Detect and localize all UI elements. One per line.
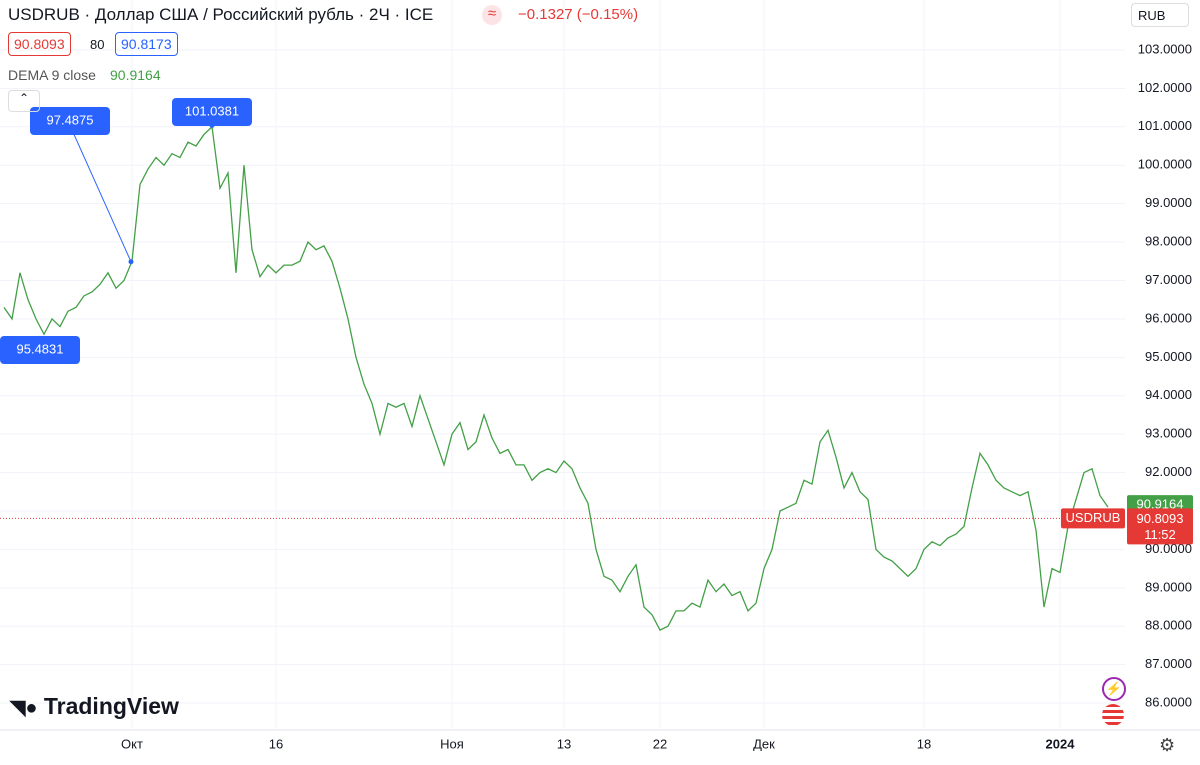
callout-label: 95.4831 bbox=[17, 341, 64, 356]
indicator-name[interactable]: DEMA 9 close bbox=[8, 67, 96, 83]
line-series bbox=[3, 125, 1109, 631]
collapse-button[interactable]: ⌃ bbox=[8, 90, 40, 112]
x-tick-label: 18 bbox=[917, 736, 931, 751]
last-value-label: 90.9164 bbox=[1137, 497, 1184, 512]
y-tick-label: 92.0000 bbox=[1145, 464, 1192, 479]
price-tag-value: 90.8093 bbox=[1137, 511, 1184, 526]
x-tick-label: Дек bbox=[753, 736, 775, 751]
y-tick-label: 97.0000 bbox=[1145, 272, 1192, 287]
callout-box bbox=[0, 336, 80, 364]
y-tick-label: 94.0000 bbox=[1145, 387, 1192, 402]
currency[interactable]: RUB bbox=[1131, 3, 1189, 27]
y-tick-label: 102.0000 bbox=[1138, 80, 1192, 95]
y-tick-label: 86.0000 bbox=[1145, 695, 1192, 710]
y-tick-label: 96.0000 bbox=[1145, 310, 1192, 325]
alert-icon[interactable]: ⚡ bbox=[1102, 677, 1126, 701]
brand: ◥● TradingView bbox=[10, 693, 179, 720]
y-tick-label: 103.0000 bbox=[1138, 41, 1192, 56]
indicator-value: 90.9164 bbox=[110, 67, 161, 83]
symbol-tag bbox=[1061, 508, 1125, 529]
y-tick-label: 88.0000 bbox=[1145, 618, 1192, 633]
x-tick-label: 22 bbox=[653, 736, 667, 751]
y-tick-label: 93.0000 bbox=[1145, 426, 1192, 441]
x-tick-label: Окт bbox=[121, 736, 143, 751]
y-tick-label: 90.0000 bbox=[1145, 541, 1192, 556]
price-tag bbox=[1127, 508, 1193, 545]
callout-label: 97.4875 bbox=[47, 112, 94, 127]
brand-name: TradingView bbox=[43, 693, 179, 719]
x-tick-label: 2024 bbox=[1046, 736, 1076, 751]
price-tag-time: 11:52 bbox=[1144, 527, 1176, 542]
flag-icon[interactable] bbox=[1102, 704, 1124, 726]
settings-icon[interactable]: ⚙ bbox=[1159, 735, 1176, 755]
y-tick-label: 101.0000 bbox=[1138, 118, 1192, 133]
callout-leader bbox=[67, 120, 132, 262]
ask[interactable]: 90.8173 bbox=[115, 32, 178, 56]
y-tick-label: 100.0000 bbox=[1138, 157, 1192, 172]
y-tick-label: 89.0000 bbox=[1145, 579, 1192, 594]
logo: ◥● bbox=[10, 697, 38, 719]
spread: 80 bbox=[90, 37, 105, 52]
x-tick-label: 13 bbox=[557, 736, 571, 751]
y-tick-label: 87.0000 bbox=[1145, 656, 1192, 671]
callout-label: 101.0381 bbox=[185, 103, 239, 118]
status-icon[interactable]: ≈ bbox=[482, 5, 502, 25]
bid[interactable]: 90.8093 bbox=[8, 32, 71, 56]
x-tick-label: Ноя bbox=[440, 736, 464, 751]
callout-point bbox=[128, 259, 134, 265]
x-tick-label: 16 bbox=[269, 736, 283, 751]
symbol-tag-label: USDRUB bbox=[1066, 510, 1121, 525]
callout-box bbox=[30, 107, 110, 135]
callout-box bbox=[172, 98, 252, 126]
change: −0.1327 (−0.15%) bbox=[518, 6, 639, 23]
y-tick-label: 99.0000 bbox=[1145, 195, 1192, 210]
y-tick-label: 98.0000 bbox=[1145, 233, 1192, 248]
symbol-title[interactable]: USDRUB · Доллар США / Российский рубль ·… bbox=[8, 5, 434, 24]
y-tick-label: 95.0000 bbox=[1145, 349, 1192, 364]
